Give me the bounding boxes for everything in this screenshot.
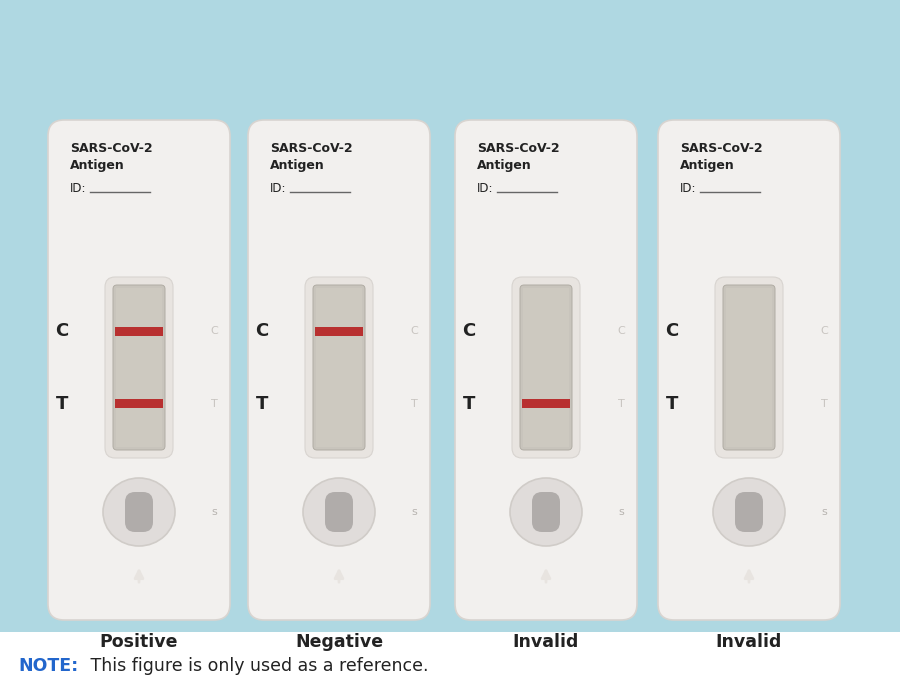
Text: T: T xyxy=(821,399,827,409)
Bar xyxy=(115,327,163,336)
Ellipse shape xyxy=(103,478,175,546)
Text: s: s xyxy=(618,507,624,517)
Ellipse shape xyxy=(303,478,375,546)
Text: T: T xyxy=(463,395,475,413)
Text: ID:: ID: xyxy=(270,181,286,195)
Text: SARS-CoV-2: SARS-CoV-2 xyxy=(270,141,353,155)
Text: C: C xyxy=(256,322,268,340)
Text: C: C xyxy=(210,326,218,336)
Text: T: T xyxy=(256,395,268,413)
Text: NOTE:: NOTE: xyxy=(18,657,78,675)
Text: ID:: ID: xyxy=(680,181,697,195)
FancyBboxPatch shape xyxy=(735,492,763,532)
Bar xyxy=(523,288,569,447)
Ellipse shape xyxy=(713,478,785,546)
Text: s: s xyxy=(821,507,827,517)
Text: T: T xyxy=(211,399,218,409)
Text: ID:: ID: xyxy=(477,181,493,195)
FancyBboxPatch shape xyxy=(313,285,365,450)
FancyBboxPatch shape xyxy=(715,277,783,458)
Text: SARS-CoV-2: SARS-CoV-2 xyxy=(70,141,153,155)
Text: T: T xyxy=(56,395,68,413)
Bar xyxy=(315,327,363,336)
FancyBboxPatch shape xyxy=(532,492,560,532)
FancyBboxPatch shape xyxy=(455,120,637,620)
Text: C: C xyxy=(56,322,68,340)
Text: Antigen: Antigen xyxy=(70,160,125,172)
Text: ID:: ID: xyxy=(70,181,86,195)
FancyBboxPatch shape xyxy=(113,285,165,450)
FancyBboxPatch shape xyxy=(723,285,775,450)
Bar xyxy=(0,632,900,700)
Text: Invalid: Invalid xyxy=(716,633,782,651)
Text: Antigen: Antigen xyxy=(270,160,325,172)
Text: Antigen: Antigen xyxy=(477,160,532,172)
Text: C: C xyxy=(617,326,625,336)
Text: s: s xyxy=(212,507,217,517)
Text: Antigen: Antigen xyxy=(680,160,734,172)
FancyBboxPatch shape xyxy=(105,277,173,458)
Text: This figure is only used as a reference.: This figure is only used as a reference. xyxy=(85,657,428,675)
FancyBboxPatch shape xyxy=(305,277,373,458)
Text: C: C xyxy=(410,326,418,336)
Text: C: C xyxy=(820,326,828,336)
Text: T: T xyxy=(410,399,418,409)
Text: C: C xyxy=(463,322,475,340)
Text: Invalid: Invalid xyxy=(513,633,580,651)
FancyBboxPatch shape xyxy=(48,120,230,620)
FancyBboxPatch shape xyxy=(520,285,572,450)
Bar xyxy=(316,288,362,447)
Bar xyxy=(726,288,772,447)
Bar xyxy=(116,288,162,447)
Text: C: C xyxy=(665,322,679,340)
FancyBboxPatch shape xyxy=(248,120,430,620)
Bar xyxy=(522,399,570,408)
Text: T: T xyxy=(617,399,625,409)
Text: T: T xyxy=(666,395,679,413)
Text: SARS-CoV-2: SARS-CoV-2 xyxy=(680,141,762,155)
FancyBboxPatch shape xyxy=(125,492,153,532)
FancyBboxPatch shape xyxy=(658,120,840,620)
Bar xyxy=(115,399,163,408)
Text: s: s xyxy=(411,507,417,517)
Text: Negative: Negative xyxy=(295,633,383,651)
FancyBboxPatch shape xyxy=(512,277,580,458)
Ellipse shape xyxy=(510,478,582,546)
FancyBboxPatch shape xyxy=(325,492,353,532)
Text: SARS-CoV-2: SARS-CoV-2 xyxy=(477,141,560,155)
Text: Positive: Positive xyxy=(100,633,178,651)
